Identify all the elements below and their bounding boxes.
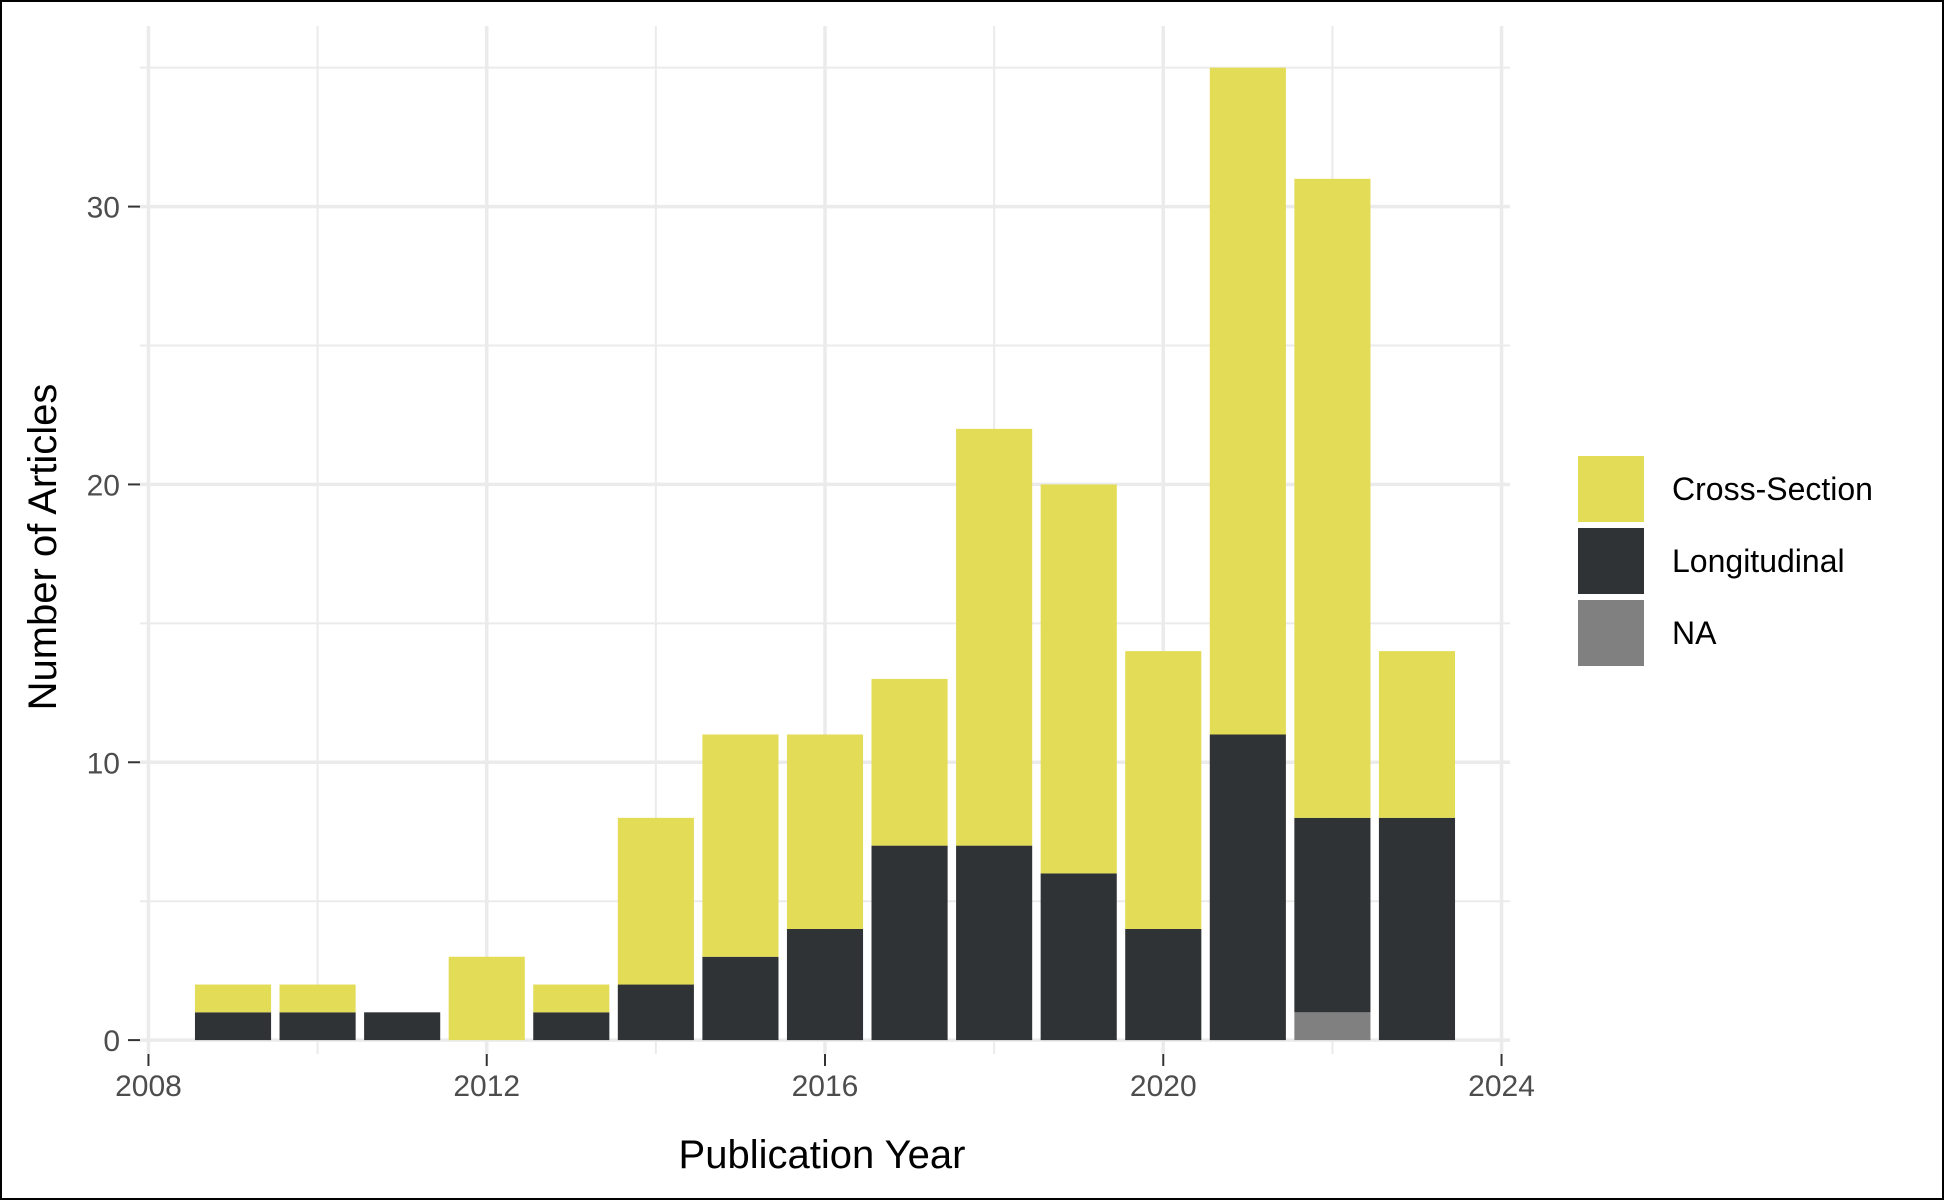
bar-longitudinal-2017 — [871, 845, 948, 1041]
bar-cross-section-2013 — [533, 984, 610, 1013]
y-axis-title: Number of Articles — [21, 384, 65, 711]
bar-cross-section-2017 — [871, 678, 948, 846]
bar-cross-section-2021 — [1209, 67, 1286, 735]
bar-cross-section-2023 — [1378, 651, 1456, 818]
bar-longitudinal-2020 — [1125, 928, 1202, 1041]
legend-key-longitudinal — [1578, 528, 1644, 594]
bar-longitudinal-2016 — [786, 928, 864, 1041]
bars — [194, 67, 1456, 1041]
x-tick-label: 2008 — [115, 1070, 182, 1103]
legend-label-cross-section: Cross-Section — [1672, 471, 1873, 507]
bar-longitudinal-2018 — [956, 845, 1033, 1041]
legend: Cross-Section Longitudinal NA — [1578, 456, 1873, 666]
y-tick-labels: 0 10 20 30 — [87, 192, 140, 1058]
bar-longitudinal-2019 — [1040, 873, 1117, 1041]
bar-longitudinal-2021 — [1209, 734, 1286, 1041]
bar-cross-section-2010 — [279, 984, 356, 1013]
bar-longitudinal-2015 — [702, 956, 779, 1041]
x-tick-label: 2020 — [1130, 1070, 1197, 1103]
legend-label-longitudinal: Longitudinal — [1672, 543, 1845, 579]
bar-cross-section-2022 — [1294, 178, 1371, 818]
y-tick-label: 30 — [87, 192, 120, 225]
legend-key-na — [1578, 600, 1644, 666]
bar-cross-section-2016 — [786, 734, 864, 929]
x-tick-label: 2024 — [1468, 1070, 1535, 1103]
bar-cross-section-2012 — [448, 956, 525, 1041]
bar-longitudinal-2014 — [617, 984, 694, 1041]
x-tick-labels: 2008 2012 2016 2020 2024 — [115, 1054, 1535, 1103]
bar-longitudinal-2023 — [1378, 817, 1456, 1041]
bar-longitudinal-2010 — [279, 1012, 356, 1041]
bar-cross-section-2014 — [617, 817, 694, 985]
legend-key-cross-section — [1578, 456, 1644, 522]
bar-longitudinal-2013 — [533, 1012, 610, 1041]
x-axis-title: Publication Year — [679, 1133, 966, 1177]
bar-cross-section-2015 — [702, 734, 779, 957]
bar-cross-section-2018 — [956, 428, 1033, 846]
bar-na-2022 — [1294, 1012, 1371, 1041]
y-tick-label: 0 — [103, 1025, 120, 1058]
legend-label-na: NA — [1672, 615, 1717, 651]
bar-longitudinal-2009 — [194, 1012, 272, 1041]
bar-cross-section-2020 — [1125, 651, 1202, 929]
bar-longitudinal-2011 — [364, 1012, 441, 1041]
y-tick-label: 20 — [87, 469, 120, 502]
bar-cross-section-2019 — [1040, 484, 1117, 874]
x-tick-label: 2012 — [453, 1070, 520, 1103]
y-tick-label: 10 — [87, 747, 120, 780]
x-tick-label: 2016 — [792, 1070, 859, 1103]
bar-longitudinal-2022 — [1294, 817, 1371, 1013]
bar-cross-section-2009 — [194, 984, 272, 1013]
